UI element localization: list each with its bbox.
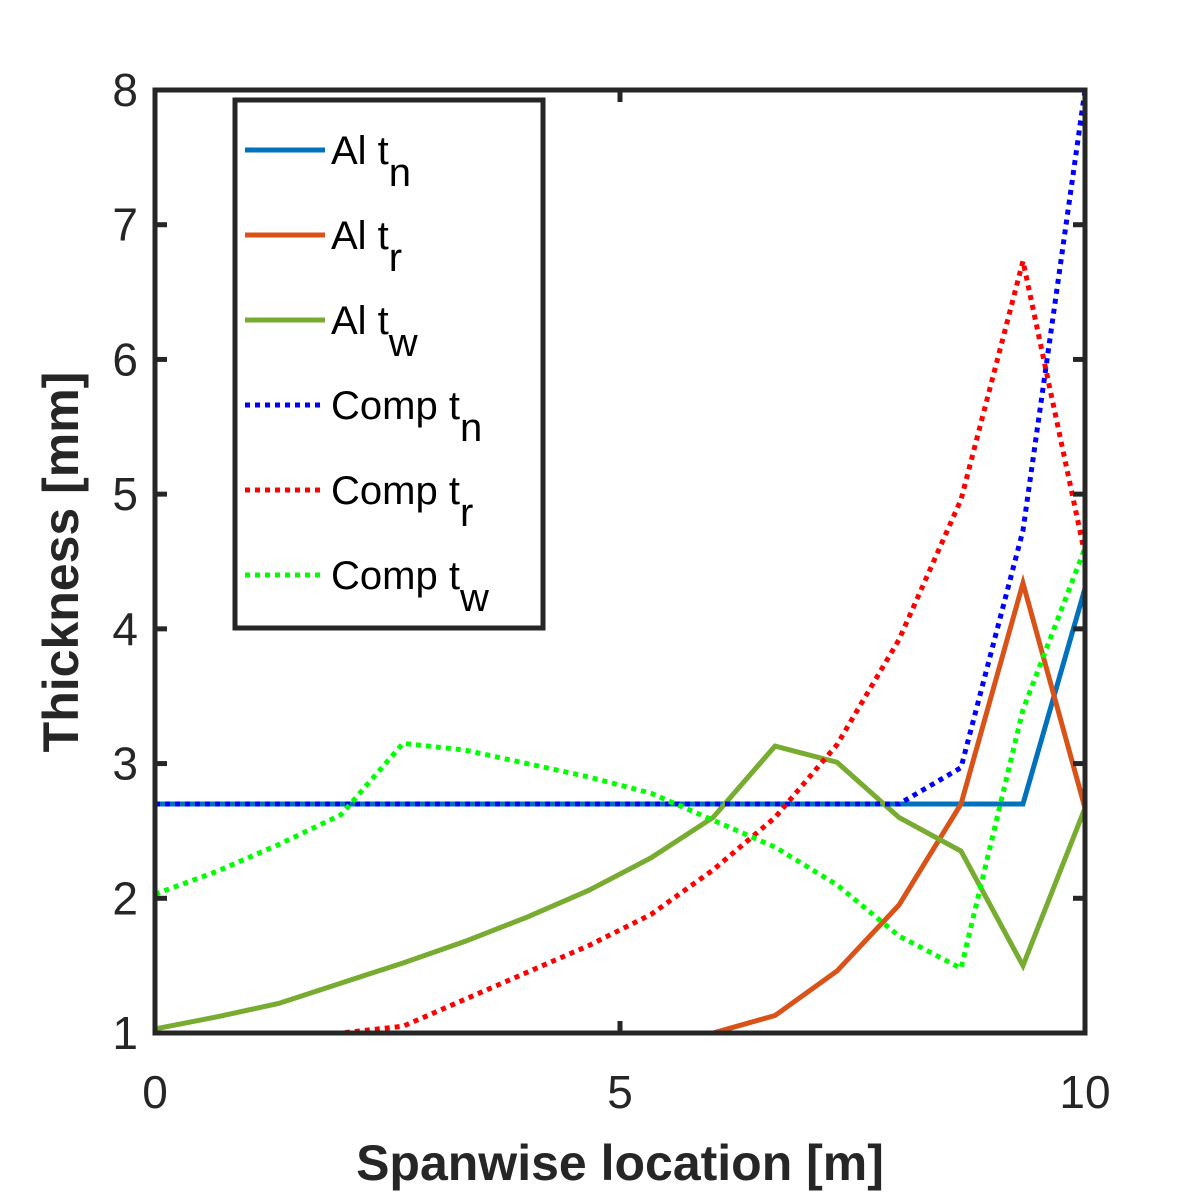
x-tick-label: 10 — [1059, 1066, 1110, 1118]
y-axis-label: Thickness [mm] — [33, 372, 89, 753]
y-tick-label: 4 — [112, 603, 138, 655]
x-axis-label: Spanwise location [m] — [356, 1135, 884, 1191]
series-line — [154, 743, 1088, 1032]
x-tick-label: 5 — [607, 1066, 633, 1118]
y-tick-label: 2 — [112, 872, 138, 924]
series-line — [154, 547, 1088, 973]
legend-label: Comp tn — [331, 384, 482, 450]
y-tick-label: 3 — [112, 738, 138, 790]
y-tick-label: 5 — [112, 468, 138, 520]
legend-label: Comp tw — [331, 554, 489, 620]
y-tick-label: 7 — [112, 199, 138, 251]
legend-box — [232, 97, 546, 631]
legend-label: Al tn — [331, 129, 411, 195]
y-tick-label: 6 — [112, 333, 138, 385]
series-line — [155, 573, 1088, 1036]
y-tick-label: 8 — [112, 64, 138, 116]
legend-label: Al tw — [331, 299, 418, 365]
series-line — [155, 89, 1088, 807]
x-tick-label: 0 — [142, 1066, 168, 1118]
y-tick-label: 1 — [112, 1007, 138, 1059]
legend-label: Comp tr — [331, 469, 473, 535]
legend-label: Al tr — [331, 214, 402, 280]
